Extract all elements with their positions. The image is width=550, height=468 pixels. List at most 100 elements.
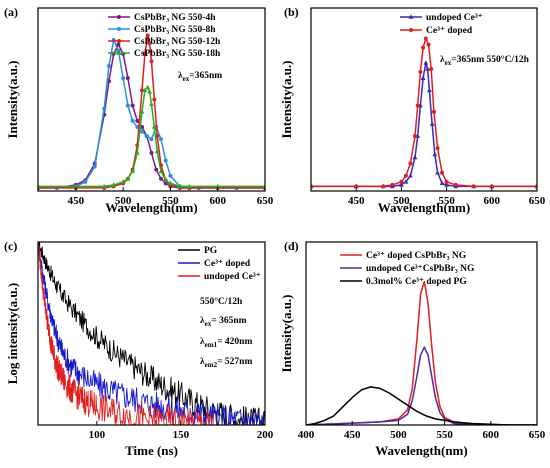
data-point	[151, 124, 157, 129]
data-point	[147, 89, 153, 94]
legend-marker	[409, 28, 413, 32]
data-point	[423, 36, 428, 41]
annotation: λex=365nm	[178, 71, 222, 83]
data-point	[139, 109, 145, 114]
x-axis-label: Wavelength(nm)	[378, 200, 470, 215]
legend-entry: CsPbBr₃ NG 550-12h	[134, 37, 221, 47]
data-point	[403, 179, 409, 184]
legend: PG Ce³⁺ doped undoped Ce³⁺	[178, 246, 261, 282]
x-tick-label: 150	[173, 429, 190, 441]
data-point	[429, 67, 434, 71]
data-point	[163, 177, 169, 183]
data-point	[471, 184, 476, 189]
data-point	[116, 42, 121, 47]
legend: CsPbBr₃ NG 550-4h CsPbBr₃ NG 550-8h CsPbBr…	[108, 13, 221, 59]
data-point	[432, 151, 438, 157]
panel-a: 450 500 550 600 650 Wavelength(nm) Intensity(a…	[4, 5, 274, 215]
x-tick-label: 400	[298, 429, 315, 441]
data-point	[435, 170, 440, 175]
x-tick-label: 450	[348, 195, 365, 207]
x-tick-label: 550	[162, 195, 179, 207]
data-point	[149, 150, 154, 155]
data-point	[121, 76, 126, 81]
data-point	[420, 75, 426, 80]
data-point	[435, 146, 440, 151]
data-point	[390, 182, 395, 187]
data-point	[439, 180, 445, 186]
legend-entry: undoped Ce³⁺	[426, 13, 483, 23]
x-tick-label: 100	[89, 429, 106, 441]
data-point	[111, 182, 117, 187]
data-point	[427, 87, 432, 93]
data-point	[453, 182, 458, 187]
data-point	[154, 148, 160, 154]
plot-frame	[37, 241, 266, 426]
series-line-2	[38, 242, 265, 425]
data-point	[106, 63, 111, 68]
legend-marker	[116, 50, 122, 55]
plot-area-c	[38, 242, 265, 425]
data-point	[158, 168, 164, 173]
data-point	[262, 183, 265, 189]
x-tick-label: 450	[344, 429, 361, 441]
data-point	[73, 183, 79, 189]
legend-marker	[117, 15, 121, 19]
data-point	[120, 179, 126, 184]
y-axis-label: Intensity(a.u.)	[5, 60, 20, 138]
data-point	[149, 137, 154, 142]
legend-entry: Ce³⁺ doped	[426, 26, 473, 36]
panel-label: (c)	[4, 239, 17, 253]
data-point	[125, 76, 130, 81]
legend-entry: CsPbBr₃ NG 550-4h	[134, 13, 216, 23]
series-line-1	[311, 62, 537, 188]
data-point	[418, 70, 423, 75]
x-tick-label: 200	[257, 429, 274, 441]
data-point	[423, 60, 429, 65]
panel-c: 100 150 200 Time (ns) Log intensity(a.u.) (c)…	[4, 239, 274, 458]
data-point	[130, 118, 135, 123]
panel-d: 400 450 500 550 600 650 Wavelength(nm) Intensit…	[279, 239, 546, 458]
data-point	[134, 150, 140, 155]
data-point	[426, 42, 431, 47]
panel-label: (a)	[4, 5, 18, 19]
data-point	[412, 154, 418, 160]
x-tick-label: 500	[393, 195, 410, 207]
x-tick-label: 600	[209, 195, 226, 207]
data-point	[412, 134, 417, 139]
data-point	[142, 87, 148, 93]
data-point	[142, 51, 147, 56]
panel-label: (d)	[284, 239, 299, 253]
data-point	[415, 103, 420, 108]
data-point	[408, 173, 413, 178]
legend-entry: 0.3mol% Ce³⁺ doped PG	[366, 277, 467, 287]
data-point	[177, 183, 183, 189]
series-line-2	[306, 346, 537, 425]
x-axis-label: Wavelength(nm)	[375, 443, 467, 458]
data-point	[130, 103, 135, 108]
legend-entry: CsPbBr₃ NG 550-18h	[134, 49, 221, 59]
data-point	[444, 182, 449, 187]
x-tick-label: 600	[484, 195, 501, 207]
panel-label: (b)	[284, 5, 299, 19]
legend-entry: Ce³⁺ doped	[204, 259, 251, 269]
data-point	[429, 121, 435, 126]
data-point	[130, 168, 135, 173]
data-point	[102, 106, 107, 111]
plot-frame	[37, 7, 266, 192]
x-tick-label: 550	[438, 195, 455, 207]
annotation: λem2= 527nm	[200, 357, 252, 369]
x-tick-label: 550	[436, 429, 453, 441]
series-line-3	[306, 386, 537, 425]
y-axis-label: Intensity(a.u.)	[279, 60, 294, 138]
data-point	[145, 33, 150, 38]
legend: undoped Ce³⁺ Ce³⁺ doped	[400, 13, 483, 36]
data-point	[140, 129, 145, 134]
series-line-3	[38, 242, 215, 425]
legend-entry: undoped Ce³⁺CsPbBr₃ NG	[366, 264, 475, 274]
data-point	[83, 179, 88, 184]
data-point	[408, 161, 413, 166]
legend-marker	[117, 39, 121, 43]
data-point	[158, 137, 163, 142]
data-point	[186, 183, 192, 189]
